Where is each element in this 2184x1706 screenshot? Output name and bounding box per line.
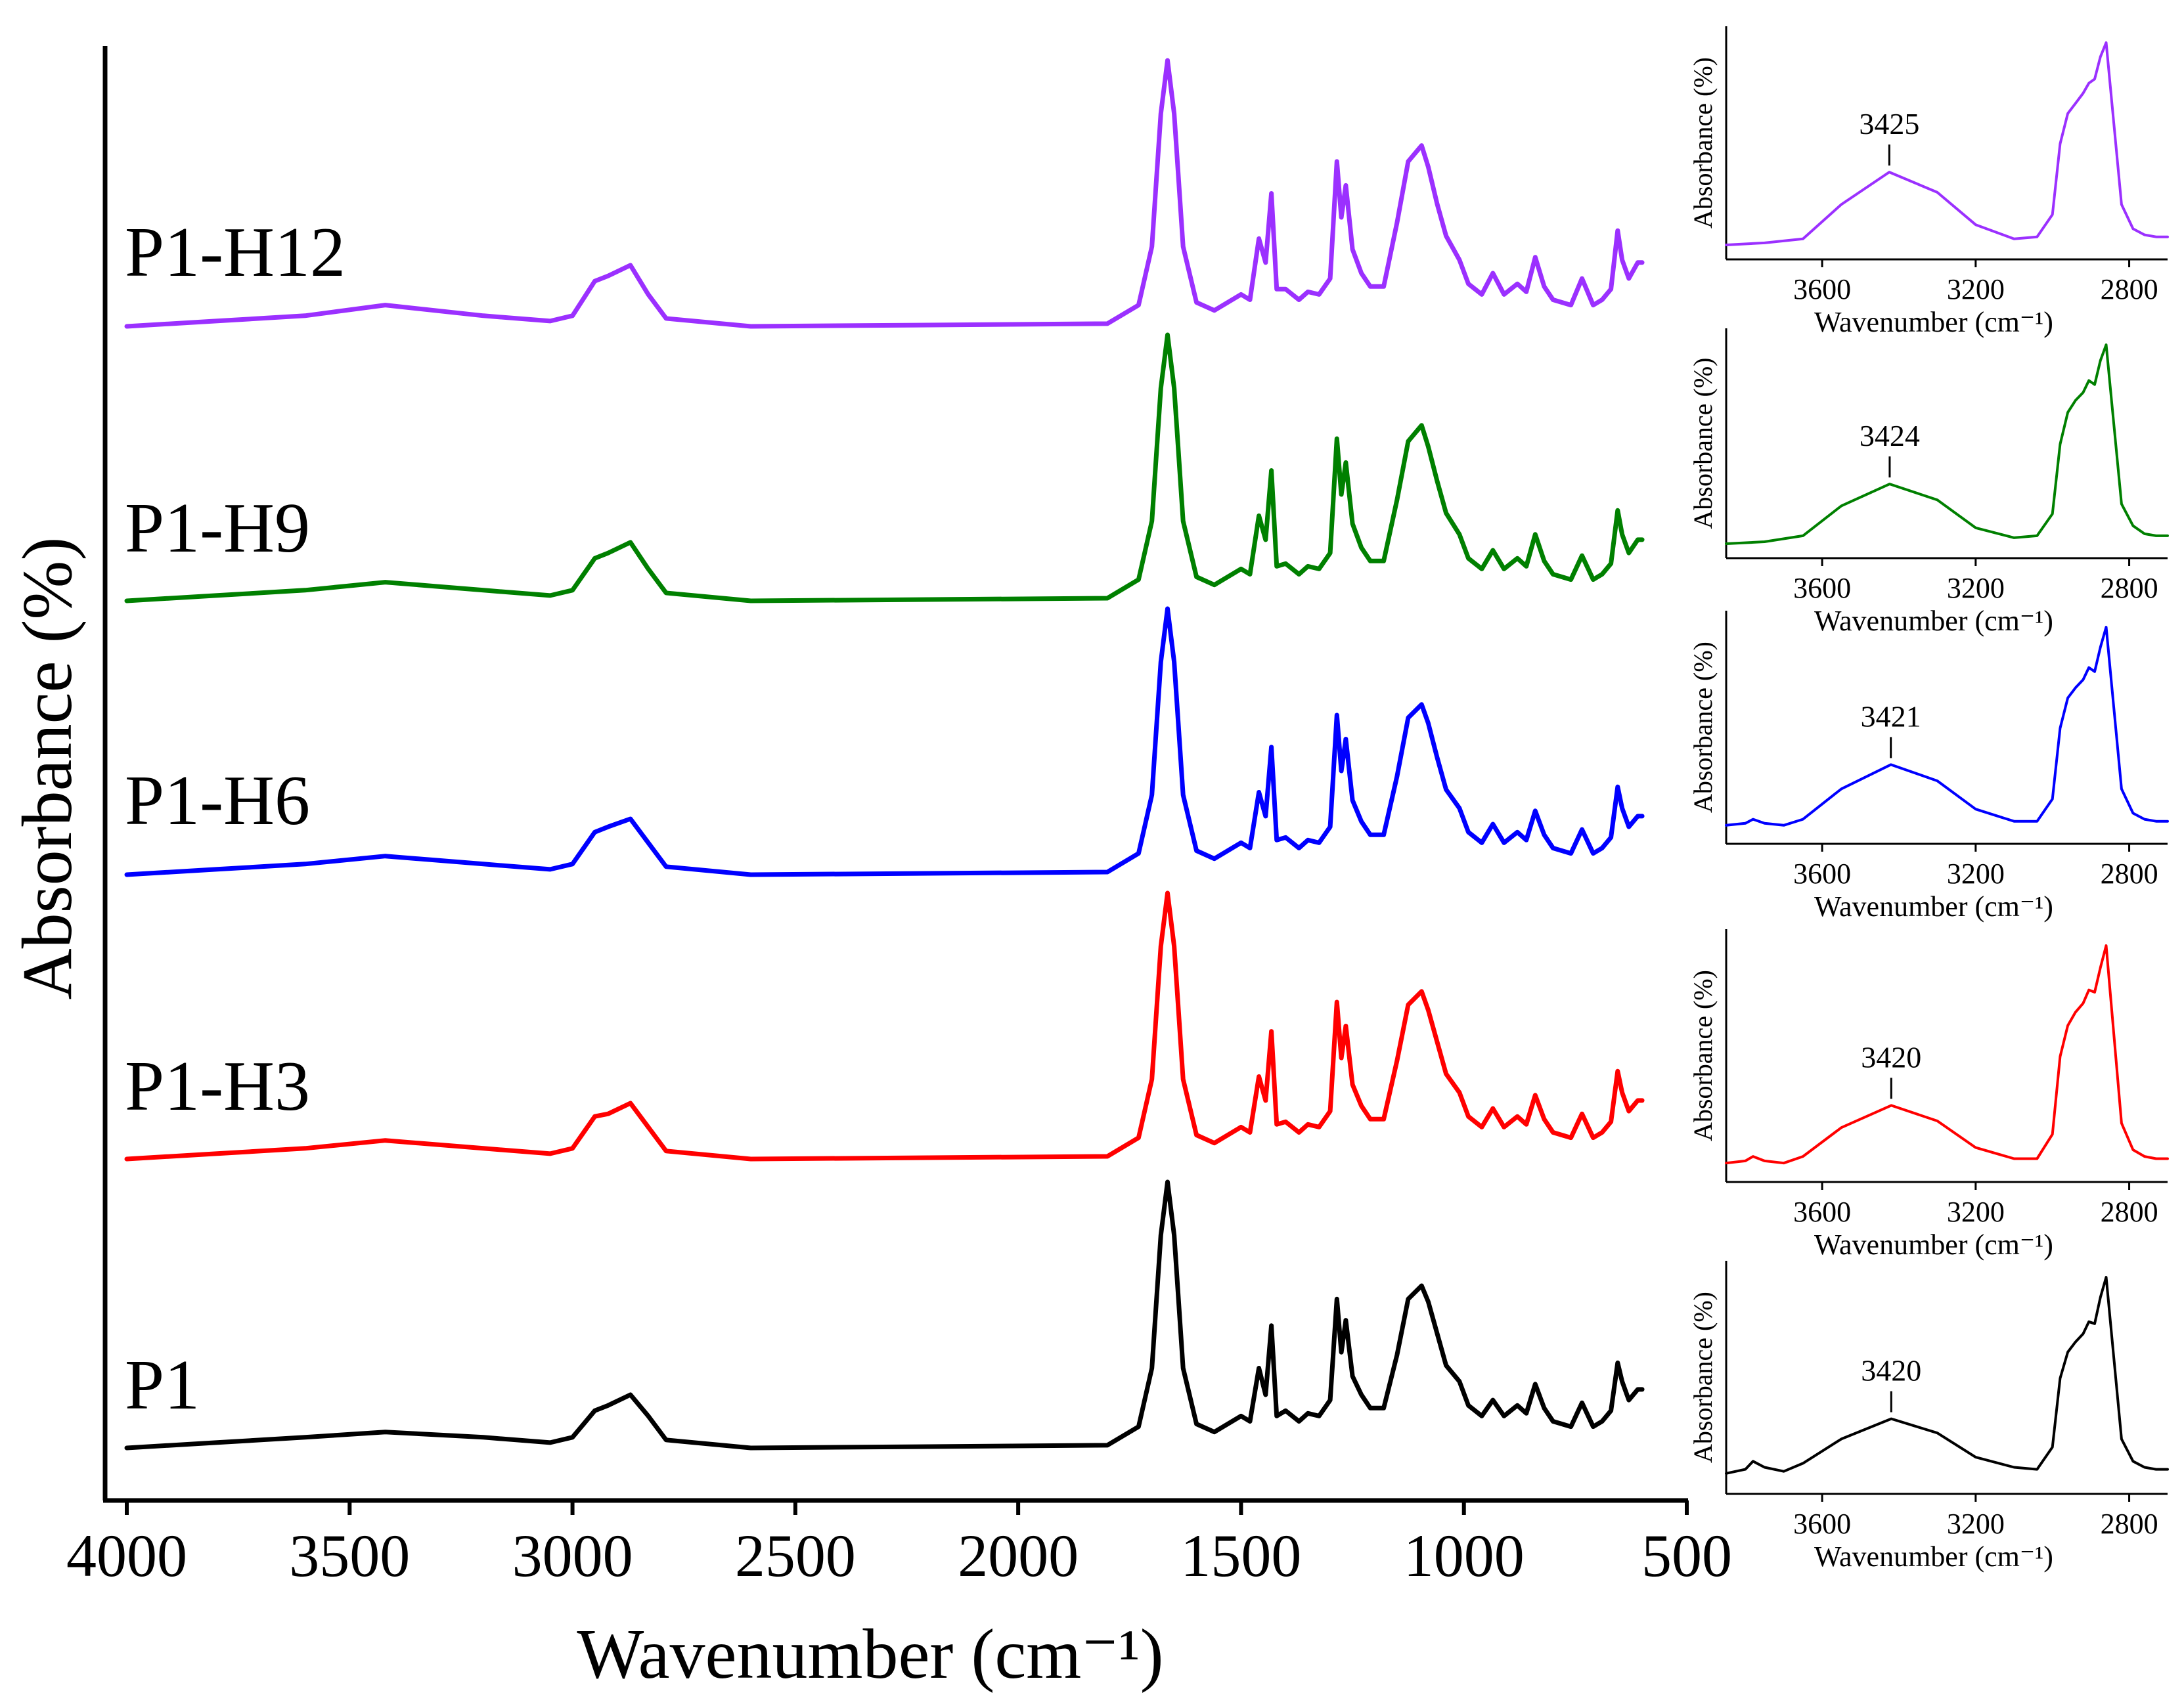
inset-y-axis-label: Absorbance (%) — [1688, 57, 1718, 229]
inset-p1-h6: 3600 3200 2800 Wavenumber (cm⁻¹) Absorbance … — [1688, 611, 2169, 923]
inset-x-tick-label-3200: 3200 — [1947, 858, 2005, 890]
inset-x-tick-label-2800: 2800 — [2101, 1196, 2158, 1228]
inset-series-line — [1725, 626, 2169, 827]
inset-x-tick-label-3200: 3200 — [1947, 572, 2005, 604]
series-line-p1-h9 — [124, 332, 1645, 603]
inset-p1-h12: 3600 3200 2800 Wavenumber (cm⁻¹) Absorbance … — [1688, 26, 2169, 338]
inset-x-tick-label-2800: 2800 — [2101, 572, 2158, 604]
x-tick-label-3000: 3000 — [512, 1522, 633, 1589]
inset-peak-label: 3425 — [1859, 107, 1919, 141]
inset-x-tick-label-3600: 3600 — [1793, 273, 1851, 305]
inset-charts: 3600 3200 2800 Wavenumber (cm⁻¹) Absorbance … — [1688, 26, 2169, 1573]
inset-x-axis-label: Wavenumber (cm⁻¹) — [1814, 1541, 2053, 1573]
inset-peak-label: 3424 — [1860, 419, 1920, 452]
inset-x-tick-label-2800: 2800 — [2101, 273, 2158, 305]
inset-x-tick-label-3600: 3600 — [1793, 858, 1851, 890]
inset-x-tick-label-2800: 2800 — [2101, 1508, 2158, 1540]
inset-peak-label: 3421 — [1861, 699, 1921, 733]
inset-x-axis-label: Wavenumber (cm⁻¹) — [1814, 1229, 2053, 1261]
inset-x-axis-label: Wavenumber (cm⁻¹) — [1814, 306, 2053, 338]
inset-x-axis-label: Wavenumber (cm⁻¹) — [1814, 890, 2053, 923]
x-tick-label-4000: 4000 — [66, 1522, 187, 1589]
inset-y-axis-label: Absorbance (%) — [1688, 970, 1718, 1141]
inset-x-tick-label-2800: 2800 — [2101, 858, 2158, 890]
x-tick-label-2000: 2000 — [958, 1522, 1079, 1589]
inset-x-tick-label-3600: 3600 — [1793, 572, 1851, 604]
inset-peak-label: 3420 — [1861, 1354, 1921, 1388]
inset-x-axis-label: Wavenumber (cm⁻¹) — [1814, 605, 2053, 637]
inset-p1-h9: 3600 3200 2800 Wavenumber (cm⁻¹) Absorbance … — [1688, 328, 2169, 637]
series-line-p1 — [124, 1179, 1645, 1451]
inset-x-tick-label-3200: 3200 — [1947, 1508, 2005, 1540]
inset-y-axis-label: Absorbance (%) — [1688, 642, 1718, 813]
inset-x-tick-label-3600: 3600 — [1793, 1508, 1851, 1540]
series-label-p1-h9: P1-H9 — [125, 489, 310, 567]
main-ftir-chart: 4000 3500 3000 2500 2000 1500 1000 500 Wavenumbe… — [9, 46, 1732, 1694]
series-label-p1-h6: P1-H6 — [125, 762, 310, 840]
inset-peak-label: 3420 — [1861, 1040, 1921, 1074]
series-line-p1-h6 — [124, 606, 1645, 877]
x-tick-label-1000: 1000 — [1404, 1522, 1525, 1589]
series-label-p1-h3: P1-H3 — [125, 1047, 310, 1126]
inset-series-line — [1725, 343, 2169, 545]
x-tick-label-2500: 2500 — [735, 1522, 856, 1589]
inset-x-tick-label-3200: 3200 — [1947, 273, 2005, 305]
y-axis-label: Absorbance (%) — [9, 537, 87, 1000]
inset-y-axis-label: Absorbance (%) — [1688, 1292, 1718, 1463]
series-label-p1-h12: P1-H12 — [125, 213, 345, 292]
series-line-p1-h12 — [124, 58, 1645, 329]
x-tick-label-500: 500 — [1641, 1522, 1732, 1589]
inset-series-line — [1725, 944, 2169, 1165]
x-tick-label-3500: 3500 — [289, 1522, 410, 1589]
series-line-p1-h3 — [124, 890, 1645, 1162]
inset-y-axis-label: Absorbance (%) — [1688, 358, 1718, 529]
x-axis-label: Wavenumber (cm⁻¹) — [577, 1615, 1163, 1694]
inset-series-line — [1725, 1276, 2169, 1475]
inset-p1-h3: 3600 3200 2800 Wavenumber (cm⁻¹) Absorbance … — [1688, 929, 2169, 1261]
series-label-p1: P1 — [125, 1346, 200, 1424]
inset-series-line — [1725, 41, 2169, 246]
inset-p1: 3600 3200 2800 Wavenumber (cm⁻¹) Absorbance … — [1688, 1261, 2169, 1573]
inset-x-tick-label-3600: 3600 — [1793, 1196, 1851, 1228]
x-tick-label-1500: 1500 — [1180, 1522, 1301, 1589]
inset-x-tick-label-3200: 3200 — [1947, 1196, 2005, 1228]
